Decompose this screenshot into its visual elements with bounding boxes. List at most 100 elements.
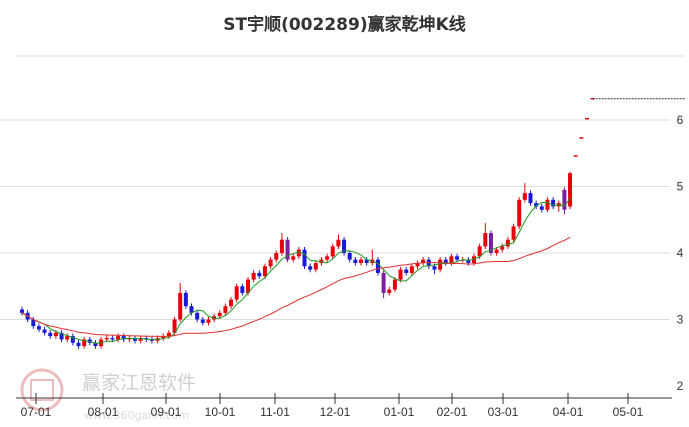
watermark-url: www.360gann.com <box>84 409 189 422</box>
y-tick-label: 5 <box>677 180 684 194</box>
candle <box>234 283 239 303</box>
candle <box>285 237 290 263</box>
candle <box>534 200 539 210</box>
candle <box>279 233 284 256</box>
candle <box>195 310 200 323</box>
candle <box>59 330 64 343</box>
y-tick-label: 6 <box>677 113 684 127</box>
candle <box>262 263 267 279</box>
candle <box>172 316 177 336</box>
candle <box>353 256 358 266</box>
candle <box>257 270 262 279</box>
candle <box>505 237 510 250</box>
candle <box>415 260 420 269</box>
candle <box>200 316 205 326</box>
y-tick-label: 4 <box>677 246 684 260</box>
candle <box>65 333 70 343</box>
x-tick-label: 02-01 <box>437 405 468 419</box>
candle <box>392 276 397 293</box>
candle <box>347 250 352 263</box>
candle <box>483 223 488 250</box>
candle <box>274 250 279 263</box>
candle <box>539 203 544 213</box>
x-tick-label: 05-01 <box>613 405 644 419</box>
candle <box>488 230 493 256</box>
candle <box>438 256 443 273</box>
candle <box>443 256 448 266</box>
candle <box>116 333 121 343</box>
candle <box>93 340 98 349</box>
x-tick-label: 10-01 <box>205 405 236 419</box>
candle <box>551 197 556 210</box>
candle <box>528 190 533 206</box>
candle <box>398 266 403 283</box>
candle <box>82 336 87 349</box>
x-tick-label: 12-01 <box>320 405 351 419</box>
candle <box>223 303 228 316</box>
candle <box>308 263 313 273</box>
candle <box>562 187 567 215</box>
candle <box>387 286 392 296</box>
watermark-name: 赢家江恩软件 <box>82 372 196 394</box>
candle <box>240 283 245 296</box>
candle <box>251 270 256 283</box>
y-tick-label: 3 <box>677 313 684 327</box>
candle <box>31 316 36 329</box>
grid <box>0 119 670 320</box>
x-tick-label: 07-01 <box>21 405 52 419</box>
candle <box>313 260 318 273</box>
candle <box>359 256 363 266</box>
candle <box>375 256 380 276</box>
candle <box>364 256 369 266</box>
candle <box>325 253 330 263</box>
candle <box>302 247 307 269</box>
candle <box>76 340 81 349</box>
candle <box>20 306 24 316</box>
candle <box>36 323 41 333</box>
chart-title: ST宇顺(002289)赢家乾坤K线 <box>223 15 466 35</box>
candle <box>545 197 550 213</box>
candle <box>48 330 53 339</box>
watermark-logo-inner <box>30 379 54 401</box>
ma-short-line <box>21 198 571 344</box>
candle <box>556 200 561 212</box>
watermark: 赢家江恩软件 www.360gann.com <box>20 368 196 422</box>
candle <box>404 266 409 276</box>
candle <box>161 333 166 341</box>
x-tick-label: 01-01 <box>384 405 415 419</box>
candle <box>70 333 75 346</box>
candle <box>494 247 499 256</box>
candle <box>455 253 460 263</box>
x-tick-label: 09-01 <box>151 405 182 419</box>
candle <box>522 183 527 203</box>
y-tick-label: 2 <box>677 379 684 393</box>
candle <box>42 326 47 336</box>
candle <box>291 253 296 263</box>
candle <box>568 171 573 210</box>
candle <box>229 296 234 309</box>
candle <box>149 336 154 344</box>
candle <box>178 282 183 323</box>
candle <box>121 333 126 343</box>
candle <box>500 243 505 253</box>
candle <box>330 243 335 259</box>
candle <box>381 270 386 299</box>
candle <box>268 256 273 269</box>
candle <box>183 290 188 309</box>
candle <box>133 335 137 344</box>
candle <box>206 316 211 326</box>
candle <box>217 310 222 319</box>
candles <box>20 97 595 349</box>
x-tick-label: 08-01 <box>88 405 119 419</box>
candle <box>409 263 414 276</box>
candle <box>511 223 516 243</box>
ma-long-line <box>21 236 571 337</box>
candle <box>342 237 347 256</box>
axes: 2 3 4 5 6 07-01 08-01 09-01 10-01 11-01 12-01 01-01… <box>16 113 684 419</box>
watermark-logo <box>20 368 64 412</box>
candle <box>517 197 522 230</box>
x-tick-label: 04-01 <box>553 405 584 419</box>
candle <box>138 335 143 344</box>
candle <box>336 234 341 250</box>
